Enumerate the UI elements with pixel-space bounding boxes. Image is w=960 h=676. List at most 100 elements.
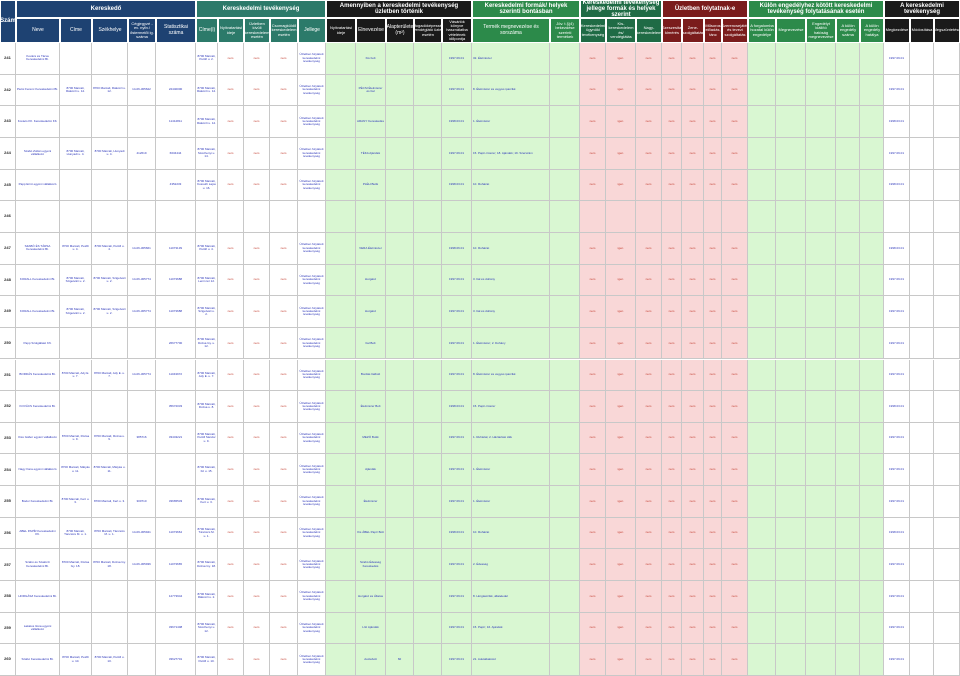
product-list: 15. Papír-írószer; 18. Ajándék; 19. Szer… [472, 137, 550, 170]
header-statisztikai: Statisztikai száma [156, 18, 196, 43]
permit-3 [806, 137, 836, 170]
gaming-service: nem [722, 264, 748, 297]
permit-1 [748, 549, 776, 582]
show-dance: nem [704, 137, 722, 170]
permit-5 [860, 169, 884, 202]
seller-address: 8700 Marcali, Dózsa Gy. 18. [60, 549, 92, 582]
shop-capacity [414, 264, 442, 297]
shop-area [386, 169, 414, 202]
permit-3 [806, 517, 836, 550]
modification-date [910, 517, 934, 550]
header-jellege: Jellege [298, 18, 326, 43]
shop-capacity [414, 201, 442, 233]
permit-2 [776, 359, 806, 392]
statistical-number: 33671408 [156, 612, 196, 645]
termination-date [934, 454, 960, 487]
seller-name: Bodor Kereskedelmi Bt. [16, 486, 60, 518]
shop-capacity [414, 137, 442, 170]
permit-4 [836, 137, 860, 170]
gaming-service: nem [722, 391, 748, 423]
trade-nature: Üzletben folytatott kereskedelmi tevéken… [298, 74, 326, 107]
music-service [682, 201, 704, 233]
music-service: nem [682, 422, 704, 455]
seller-address [60, 43, 92, 75]
permit-5 [860, 74, 884, 107]
outside-shop-trade: nem [244, 422, 270, 455]
shop-area [386, 517, 414, 550]
opening-hours: nem [218, 359, 244, 392]
excise-products [550, 43, 580, 75]
show-dance: nem [704, 612, 722, 645]
music-service: nem [682, 486, 704, 518]
header-engedely-1: A forgalomba hozatal külön engedélye [748, 18, 776, 43]
permit-4 [836, 391, 860, 423]
alcohol-service: nem [662, 517, 682, 550]
statistical-number [156, 454, 196, 487]
mail-order-trade: nem [270, 612, 298, 645]
header-cegjegyzek: Cégjegyzé - ev. nyilv./ őstermelői ig. s… [128, 18, 156, 43]
gaming-service: nem [722, 296, 748, 328]
retail-activity: igen [606, 644, 636, 676]
alcohol-service: nem [662, 43, 682, 75]
product-list: 1. Ruházat; 2. Háztartási cikk [472, 422, 550, 455]
seller-name: SZABÓ ÉS TÁRSA Kereskedelmi Bt. [16, 232, 60, 265]
permit-4 [836, 264, 860, 297]
start-date: 1997.09.01 [884, 581, 910, 613]
agent-activity: nem [580, 644, 606, 676]
product-list: 2. Édesség [472, 549, 550, 582]
retail-activity: igen [606, 169, 636, 202]
show-dance: nem [704, 296, 722, 328]
gaming-service: nem [722, 549, 748, 582]
modification-date [910, 581, 934, 613]
seller-name: Kovács és Társa Kereskedelmi Bt. [16, 43, 60, 75]
agent-activity: nem [580, 581, 606, 613]
gaming-service: nem [722, 644, 748, 676]
permit-4 [836, 327, 860, 360]
seller-address [60, 106, 92, 138]
agent-activity: nem [580, 264, 606, 297]
excise-products [550, 391, 580, 423]
music-service: nem [682, 549, 704, 582]
header-szam: Szám [0, 0, 16, 43]
header-alapterulete: Alapterülete (m²) [386, 18, 414, 43]
show-dance: nem [704, 232, 722, 265]
excise-products [550, 486, 580, 518]
header-engedely-5: A külön engedély hatálya [860, 18, 884, 43]
start-date: 1998.03.01 [884, 517, 910, 550]
header-modositasa: Módosítása [910, 18, 934, 43]
start-date: 1997.09.01 [884, 359, 910, 392]
complaint-book-date: 1998.03.01 [442, 169, 472, 202]
shop-name: Horgász és Állatos [356, 581, 386, 613]
outside-shop-trade: nem [244, 296, 270, 328]
seller-address [60, 581, 92, 613]
registry-number: 14-09-305941 [128, 517, 156, 550]
excise-products [550, 106, 580, 138]
permit-5 [860, 391, 884, 423]
row-number: 250 [0, 327, 16, 360]
row-number: 243 [0, 106, 16, 138]
statistical-number: 35672033 [156, 391, 196, 423]
termination-date [934, 106, 960, 138]
wholesale-activity: nem [636, 169, 662, 202]
permit-3 [806, 612, 836, 645]
shop-address: 8700 Marcali, Ady E. u. 7. [196, 359, 218, 392]
opening-hours: nem [218, 454, 244, 487]
music-service: nem [682, 327, 704, 360]
modification-date [910, 327, 934, 360]
permit-3 [806, 359, 836, 392]
start-date: 1997.09.01 [884, 74, 910, 107]
product-list: 10. Ruházat [472, 232, 550, 265]
music-service: nem [682, 644, 704, 676]
permit-2 [776, 644, 806, 676]
header-megszunes: A kereskedelmi tevékenység [884, 0, 960, 18]
registry-number: 14-06-305774 [128, 296, 156, 328]
opening-hours: nem [218, 581, 244, 613]
permit-4 [836, 232, 860, 265]
termination-date [934, 43, 960, 75]
opening-hours: nem [218, 264, 244, 297]
permit-5 [860, 422, 884, 455]
row-number: 256 [0, 517, 16, 550]
shop-name: Élelmiszer [356, 486, 386, 518]
retail-activity: igen [606, 137, 636, 170]
alcohol-service: nem [662, 359, 682, 392]
